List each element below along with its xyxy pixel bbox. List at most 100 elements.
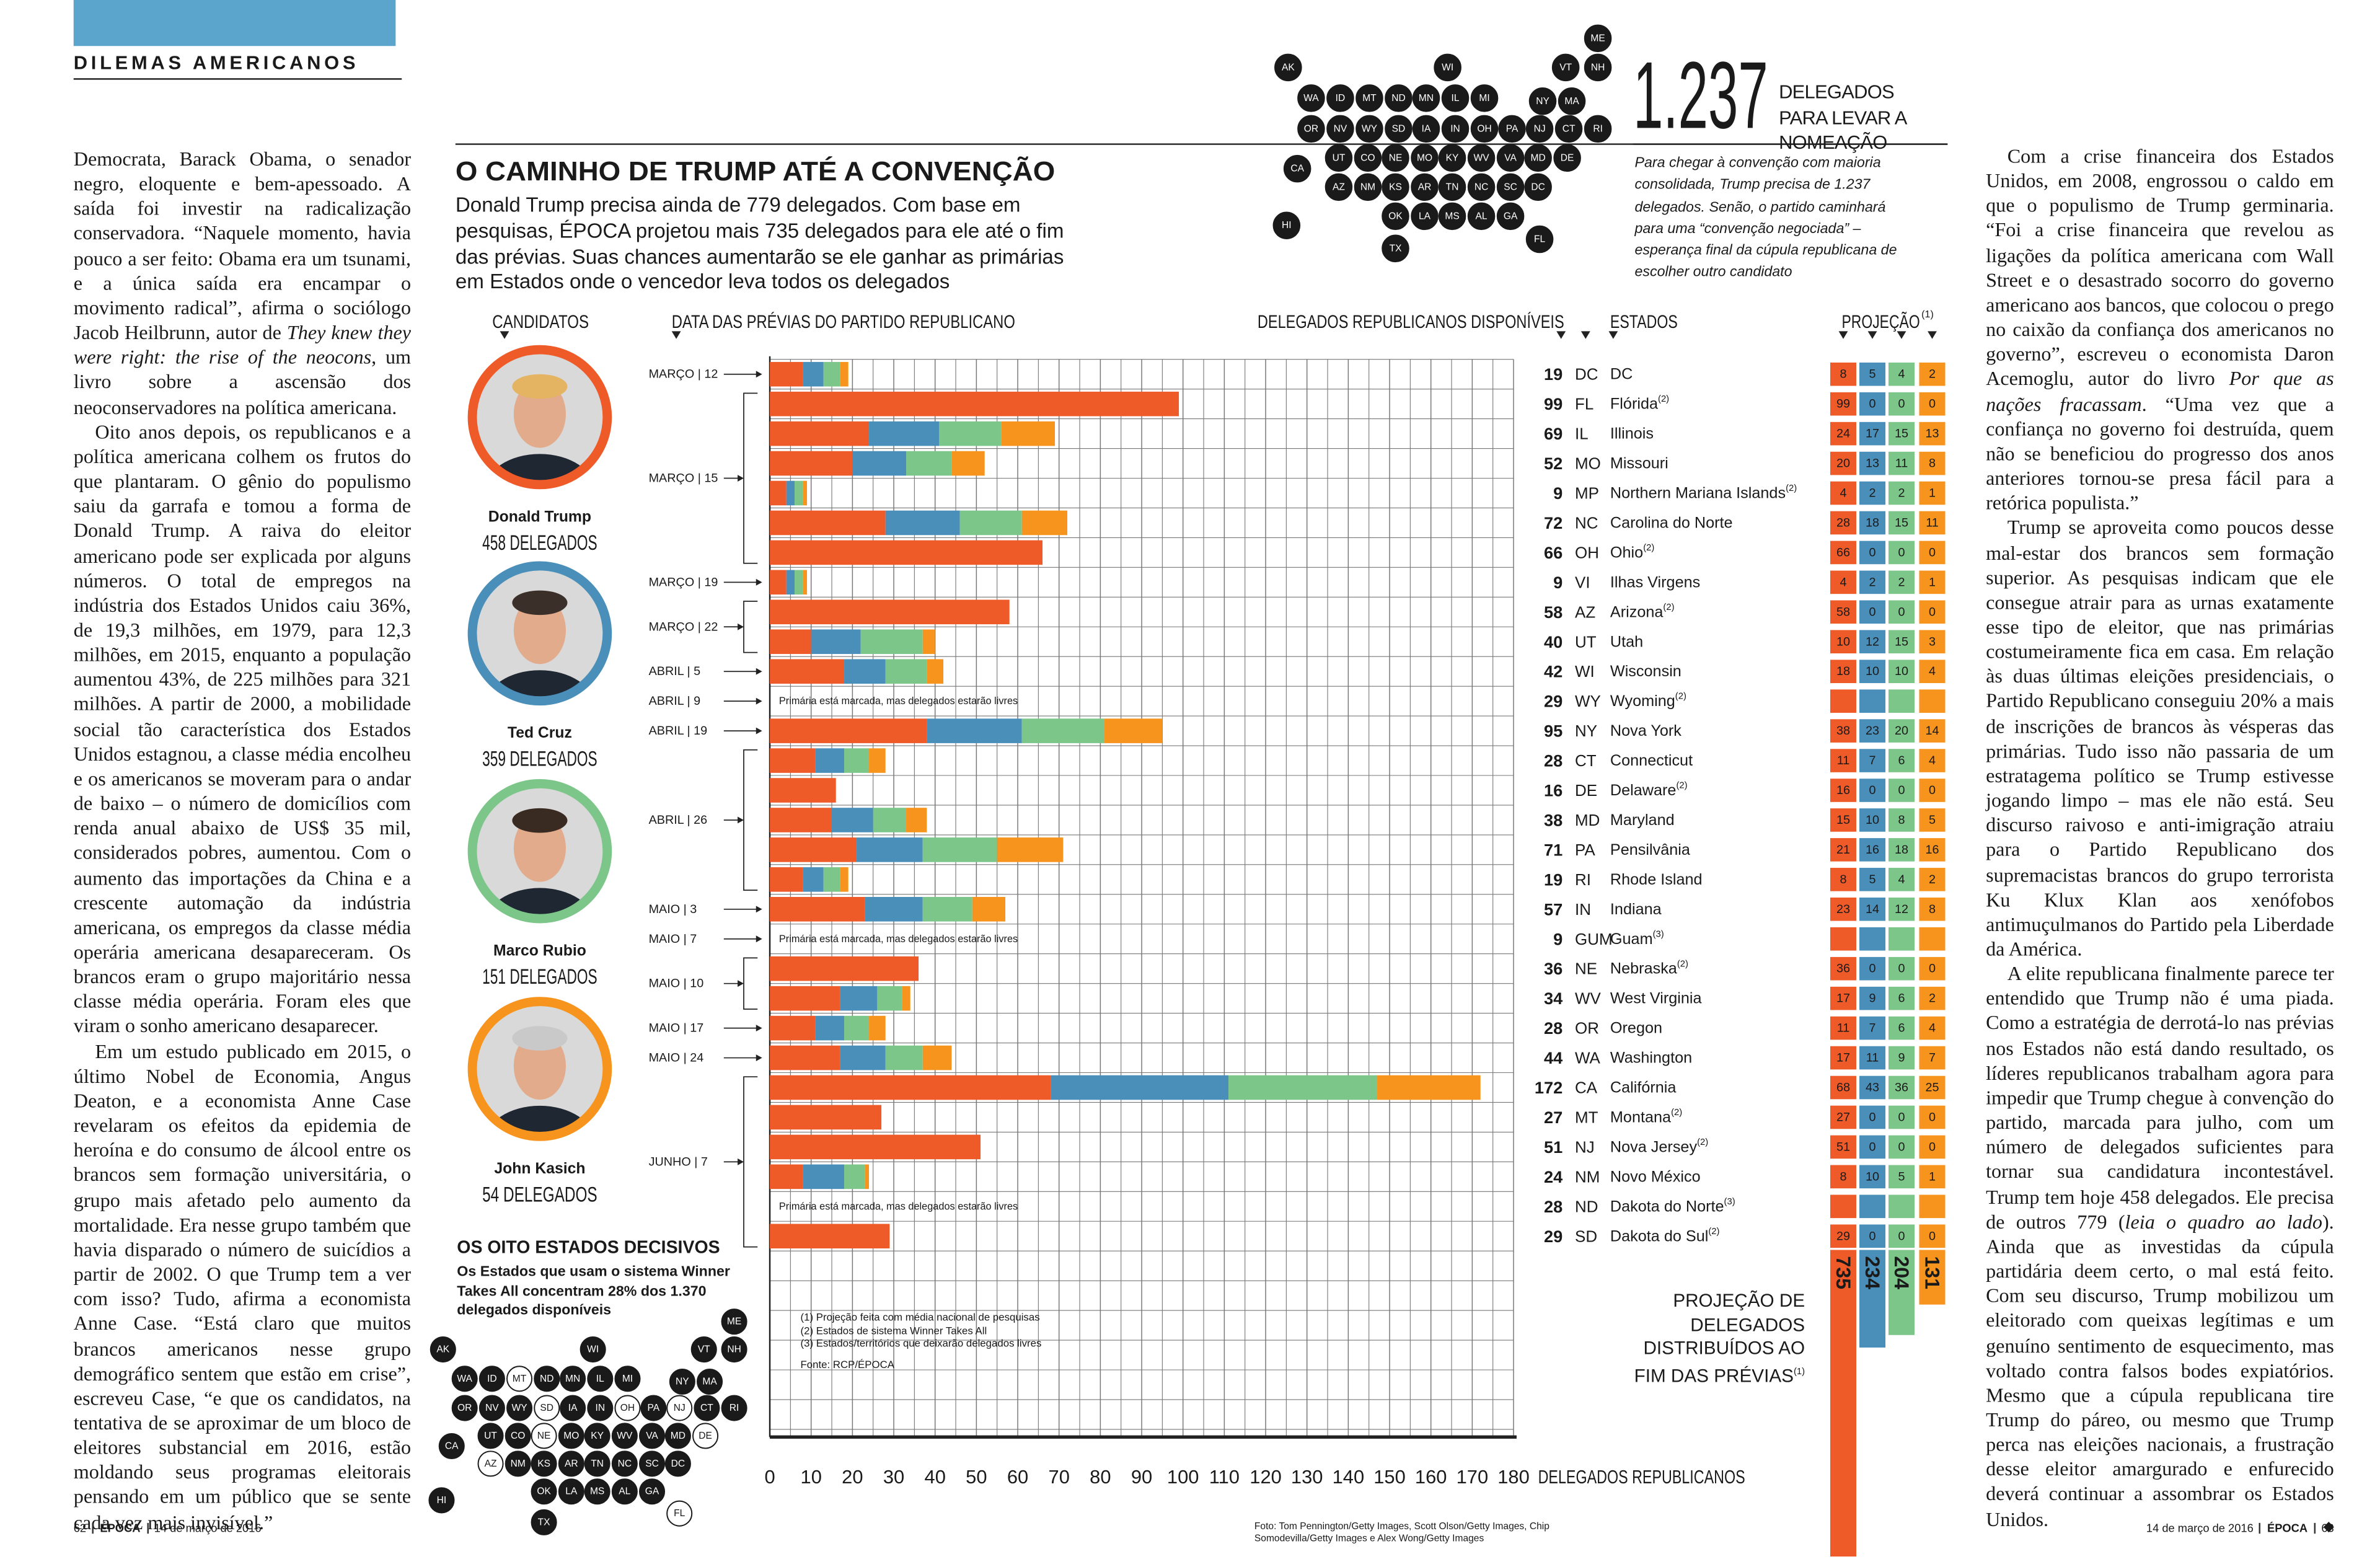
delegates: 9	[1553, 929, 1562, 948]
projection-value: 0	[1929, 397, 1936, 411]
state-dot-label: WY	[512, 1403, 528, 1413]
projection-value: 8	[1929, 903, 1936, 916]
state-dot-label: NE	[1389, 152, 1403, 163]
projection-cell	[1859, 1016, 1886, 1040]
projection-value: 0	[1869, 1140, 1875, 1154]
page-number: 62	[73, 1521, 87, 1535]
state-code: OH	[1575, 543, 1599, 562]
projection-cell	[1830, 838, 1857, 862]
state-dot	[1584, 53, 1612, 82]
state-code: DC	[1575, 365, 1598, 384]
state-name: Missouri	[1610, 455, 1668, 472]
column-header: CANDIDATOS	[492, 312, 589, 332]
state-dot-label: SC	[645, 1459, 659, 1469]
bar-segment	[860, 629, 923, 655]
row-note: Primária está marcada, mas delegados est…	[779, 695, 1018, 707]
projection-cell	[1888, 570, 1915, 594]
state-dot	[1525, 225, 1554, 254]
projection-cell	[1888, 838, 1915, 862]
projection-cell	[1888, 1135, 1915, 1159]
state-dot	[1524, 144, 1552, 172]
state-name: Montana(2)	[1610, 1108, 1682, 1126]
projection-cell	[1919, 1016, 1946, 1040]
totals-label: PROJEÇÃO DE DELEGADOS DISTRIBUÍDOS AO FI…	[1626, 1290, 1805, 1388]
date-arrowhead	[738, 980, 744, 987]
state-name-text: Utah	[1610, 633, 1643, 650]
state-name-text: Novo México	[1610, 1168, 1701, 1185]
projection-value: 20	[1895, 724, 1908, 738]
projection-cell	[1830, 1165, 1857, 1189]
state-name: Arizona(2)	[1610, 603, 1675, 620]
projection-cell	[1919, 660, 1946, 684]
projection-value: 12	[1866, 635, 1879, 648]
state-code: CT	[1575, 751, 1597, 770]
state-code: AZ	[1575, 603, 1595, 621]
candidate-photo	[475, 787, 604, 916]
delegates: 66	[1544, 543, 1562, 562]
state-dot	[669, 1369, 695, 1395]
projection-value: 66	[1836, 545, 1850, 559]
state-note: (2)	[1675, 692, 1686, 702]
projection-cell	[1830, 927, 1857, 951]
projection-cell	[1919, 422, 1946, 446]
date-bracket	[743, 392, 758, 564]
bar-segment	[927, 718, 1022, 743]
totals-label-note: (1)	[1793, 1367, 1805, 1377]
footnote: (2) Estados de sistema Winner Takes All	[800, 1326, 987, 1337]
candidate-name: Marco Rubio	[493, 943, 586, 960]
bar-segment	[770, 986, 840, 1011]
state-name-text: Carolina do Norte	[1610, 514, 1733, 531]
date: 14 de março de 2016	[154, 1521, 262, 1535]
photo-suit	[484, 1105, 595, 1134]
projection-cell	[1919, 1224, 1946, 1248]
date-arrowhead	[756, 1054, 762, 1061]
chart-subtitle: Donald Trump precisa ainda de 779 delega…	[455, 193, 1064, 294]
x-tick-label: 30	[883, 1466, 904, 1488]
projection-cell	[1859, 898, 1886, 921]
projection-cell	[1919, 570, 1946, 594]
candidate-name: Ted Cruz	[508, 725, 572, 741]
delegates: 44	[1544, 1048, 1562, 1067]
projection-cell	[1859, 808, 1886, 832]
bar-segment	[844, 1015, 870, 1041]
state-dot-label: MT	[1362, 93, 1377, 104]
state-dot	[1496, 202, 1525, 231]
state-name-text: Missouri	[1610, 455, 1668, 472]
state-dot	[478, 1366, 505, 1392]
projection-value: 0	[1929, 605, 1936, 619]
projection-cell	[1888, 719, 1915, 743]
state-dot	[1412, 115, 1440, 143]
projection-value: 2	[1929, 992, 1936, 1005]
state-dot-label: WI	[1442, 62, 1453, 73]
projection-cell	[1888, 749, 1915, 772]
bar-segment	[770, 956, 919, 981]
projection-cell	[1888, 868, 1915, 891]
text-run: Com a crise financeira dos Estados Unido…	[1986, 144, 2334, 391]
state-dot-label: WI	[587, 1344, 599, 1355]
state-dot-label: AL	[619, 1486, 630, 1497]
state-note: (2)	[1643, 543, 1654, 553]
state-dot-label: SD	[1392, 123, 1406, 134]
bar-segment	[770, 451, 853, 476]
projection-cell	[1830, 808, 1857, 832]
bar-segment	[770, 897, 865, 922]
state-dot-label: CO	[1360, 152, 1375, 163]
projection-value: 0	[1869, 397, 1875, 411]
state-name-text: DC	[1610, 366, 1633, 383]
state-dot-label: VA	[1504, 152, 1517, 163]
photo-suit	[484, 670, 595, 698]
header-arrow	[1897, 331, 1906, 339]
header-arrow	[1608, 331, 1618, 339]
state-dot	[1438, 144, 1466, 172]
totals-label-text: PROJEÇÃO DE DELEGADOS DISTRIBUÍDOS AO FI…	[1634, 1289, 1805, 1387]
projection-value: 1	[1929, 575, 1936, 589]
projection-cell	[1888, 1046, 1915, 1070]
bar-segment	[844, 1164, 865, 1190]
total-label: 234	[1861, 1256, 1884, 1289]
state-name-text: Wyoming	[1610, 692, 1675, 710]
state-name: Ohio(2)	[1610, 543, 1654, 561]
state-dot-label: AK	[436, 1344, 449, 1355]
state-code: NY	[1575, 722, 1597, 740]
